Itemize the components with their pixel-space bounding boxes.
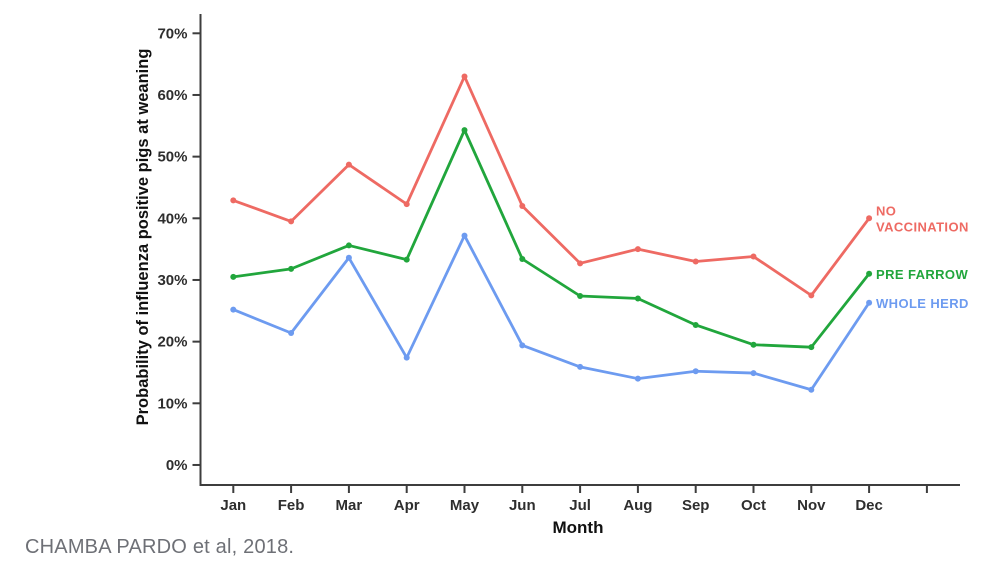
- y-axis-title: Probability of influenza positive pigs a…: [134, 49, 152, 426]
- data-point-marker: [750, 341, 757, 348]
- data-point-marker: [230, 306, 237, 313]
- data-point-marker: [288, 330, 295, 337]
- x-tick-label: Dec: [855, 497, 883, 514]
- data-point-marker: [345, 254, 352, 261]
- data-point-marker: [288, 265, 295, 272]
- data-point-marker: [634, 246, 641, 253]
- data-point-marker: [692, 258, 699, 265]
- line-chart: 0% 10% 20% 30% 40% 50% 60% 70% Jan Feb Mar Apr May Ju…: [134, 14, 969, 535]
- series-line: [231, 234, 871, 392]
- data-point-marker: [403, 256, 410, 263]
- data-point-marker: [461, 232, 468, 239]
- x-tick-label: Oct: [741, 497, 766, 514]
- data-point-marker: [403, 354, 410, 361]
- data-point-marker: [519, 342, 526, 349]
- x-tick-label: Mar: [336, 497, 363, 514]
- data-point-marker: [577, 260, 584, 267]
- legend-label: PRE FARROW: [876, 267, 968, 282]
- series-line: [231, 75, 871, 297]
- data-point-marker: [230, 197, 237, 204]
- series-line: [231, 128, 871, 349]
- y-tick-label: 60%: [157, 87, 187, 104]
- data-point-marker: [866, 270, 873, 277]
- data-point-marker: [345, 242, 352, 249]
- legend-label: WHOLE HERD: [876, 296, 969, 311]
- data-point-marker: [230, 273, 237, 280]
- x-tick-label: Aug: [623, 497, 652, 514]
- y-tick-label: 20%: [157, 334, 187, 351]
- data-point-marker: [750, 370, 757, 377]
- data-point-marker: [519, 256, 526, 263]
- x-axis-title: Month: [553, 518, 604, 535]
- series-whole-herd: WHOLE HERD: [230, 232, 969, 393]
- data-point-marker: [808, 344, 815, 351]
- data-point-marker: [288, 218, 295, 225]
- data-point-marker: [866, 299, 873, 306]
- x-tick-label: Jul: [569, 497, 591, 514]
- data-point-marker: [461, 127, 468, 134]
- data-point-marker: [634, 295, 641, 302]
- x-tick-label: May: [450, 497, 480, 514]
- data-point-marker: [692, 368, 699, 375]
- y-tick-label: 30%: [157, 272, 187, 289]
- data-point-marker: [692, 321, 699, 328]
- citation: CHAMBA PARDO et al, 2018.: [25, 536, 295, 558]
- x-tick-label: Feb: [278, 497, 305, 514]
- y-tick-label: 10%: [157, 395, 187, 412]
- x-tick-label: Jun: [509, 497, 536, 514]
- data-point-marker: [808, 386, 815, 393]
- data-point-marker: [634, 375, 641, 382]
- y-tick-label: 70%: [157, 25, 187, 42]
- data-point-marker: [461, 73, 468, 80]
- data-point-marker: [808, 292, 815, 299]
- legend-label: NO VACCINATION: [876, 203, 969, 234]
- y-tick-label: 40%: [157, 210, 187, 227]
- series-no-vaccination: NO VACCINATION: [230, 73, 969, 299]
- y-tick-label: 50%: [157, 149, 187, 166]
- series-pre-farrow: PRE FARROW: [230, 127, 968, 351]
- data-point-marker: [345, 161, 352, 168]
- data-point-marker: [519, 202, 526, 209]
- x-tick-label: Nov: [797, 497, 826, 514]
- data-point-marker: [577, 293, 584, 300]
- x-tick-label: Apr: [394, 497, 420, 514]
- x-tick-label: Sep: [682, 497, 710, 514]
- data-point-marker: [866, 215, 873, 222]
- data-point-marker: [577, 363, 584, 370]
- y-tick-label: 0%: [166, 457, 188, 474]
- data-point-marker: [750, 253, 757, 260]
- x-tick-label: Jan: [220, 497, 246, 514]
- data-point-marker: [403, 201, 410, 208]
